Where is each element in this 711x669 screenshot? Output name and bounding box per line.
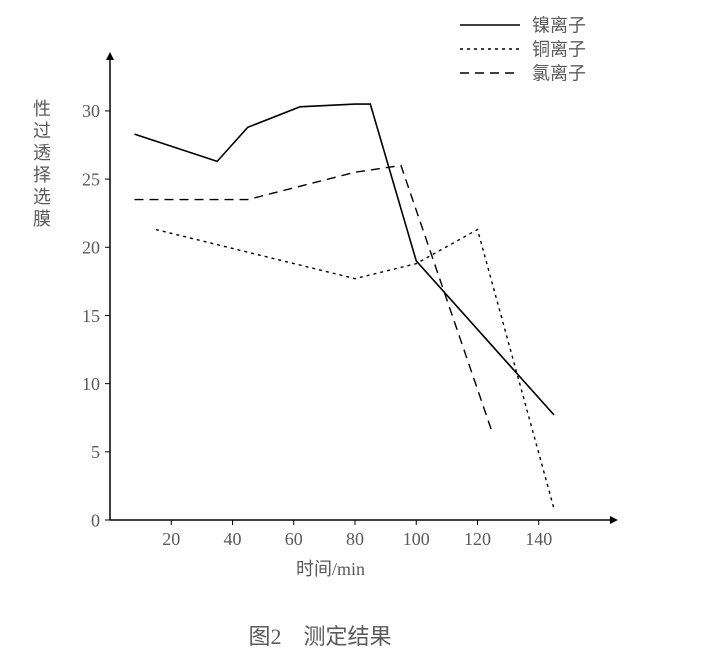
x-tick-label: 140 — [525, 529, 552, 549]
y-axis-label-char: 透 — [33, 143, 51, 163]
y-axis-label-char: 择 — [33, 165, 51, 185]
y-axis-label-char: 膜 — [33, 209, 51, 229]
legend-label: 氯离子 — [532, 63, 586, 83]
y-tick-label: 15 — [82, 306, 100, 326]
x-tick-label: 120 — [464, 529, 491, 549]
legend-label: 镍离子 — [532, 15, 586, 35]
x-tick-label: 80 — [346, 529, 364, 549]
x-tick-label: 60 — [285, 529, 303, 549]
x-tick-label: 100 — [403, 529, 430, 549]
legend-label: 铜离子 — [532, 39, 586, 59]
x-axis-label: 时间/min — [296, 559, 365, 579]
y-axis-label-char: 性 — [33, 99, 51, 119]
x-tick-label: 40 — [224, 529, 242, 549]
line-chart: 0 5 10 15 20 25 30 20 40 60 80 100 120 140 时间/min 性过透择选… — [0, 0, 711, 669]
chart-caption: 图2 测定结果 — [248, 624, 391, 649]
y-tick-label: 5 — [91, 442, 100, 462]
x-tick-label: 20 — [162, 529, 180, 549]
y-tick-label: 25 — [82, 169, 100, 189]
y-tick-label: 20 — [82, 238, 100, 258]
y-tick-label: 30 — [82, 101, 100, 121]
y-axis-label-char: 选 — [33, 187, 51, 207]
y-tick-label: 0 — [91, 510, 100, 530]
y-axis-label-char: 过 — [33, 121, 51, 141]
y-tick-label: 10 — [82, 374, 100, 394]
